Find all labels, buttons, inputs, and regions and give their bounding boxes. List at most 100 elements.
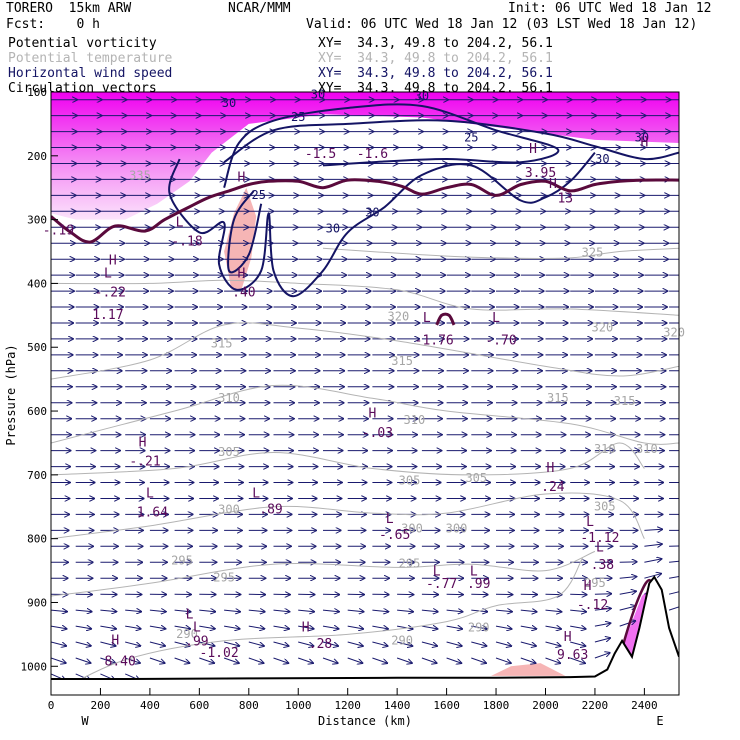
- x-tick-label: 800: [239, 699, 259, 712]
- theta-label: 320: [388, 310, 410, 324]
- wind-vector: [223, 641, 239, 646]
- wind-speed-contour-30: [223, 119, 679, 164]
- extremum-value: .89: [259, 503, 282, 518]
- wind-vector: [174, 641, 190, 646]
- extremum-value: -1.12: [580, 531, 619, 546]
- high-marker: H: [529, 142, 537, 157]
- wind-vector: [298, 626, 314, 629]
- low-marker: L: [252, 487, 260, 502]
- y-tick-label: 800: [27, 533, 47, 546]
- contour-labels: 335 325 320 320 320 315 315 315 315 310 310 310 310 3…: [43, 88, 685, 670]
- extremum-value: 13: [557, 192, 573, 207]
- wind-vector: [495, 657, 511, 663]
- theta-contour-315: [51, 322, 679, 380]
- wind-vector: [347, 610, 364, 612]
- theta-label: 305: [399, 474, 421, 488]
- wind-vector: [644, 529, 662, 530]
- wind-vector: [199, 610, 215, 612]
- extremum-value: 8.40: [105, 654, 136, 669]
- extremum-value: -.77: [426, 577, 457, 592]
- low-marker: L: [596, 541, 604, 556]
- x-tick-label: 1400: [384, 699, 411, 712]
- wind-vector: [51, 626, 67, 629]
- circulation-vectors: [51, 100, 679, 681]
- wind-vector: [322, 610, 339, 612]
- theta-contour-305: [51, 442, 645, 476]
- extremum-value: 1.64: [137, 506, 168, 521]
- wind-vector: [149, 641, 165, 646]
- theta-label: 295: [171, 554, 193, 568]
- wind-vector: [545, 657, 561, 663]
- wind-vector: [668, 591, 679, 595]
- wind-vector: [100, 610, 116, 612]
- theta-label: 310: [594, 442, 616, 456]
- theta-label: 320: [592, 321, 614, 335]
- forecast-hour: Fcst: 0 h: [6, 17, 100, 32]
- x-tick-label: 2200: [582, 699, 609, 712]
- extremum-value: -.19: [43, 224, 74, 239]
- wind-vector: [594, 653, 610, 659]
- low-marker: L: [104, 266, 112, 281]
- wind-vector: [421, 641, 437, 646]
- low-marker: L: [423, 311, 431, 326]
- x-tick-label: 200: [91, 699, 111, 712]
- high-marker: H: [640, 136, 648, 151]
- wind-vector: [619, 562, 637, 563]
- extremum-value: -.12: [577, 598, 608, 613]
- extremum-value: 1.17: [92, 308, 123, 323]
- pv-shade-area: [51, 92, 679, 220]
- wind-vector: [396, 641, 412, 646]
- center-title: NCAR/MMM: [228, 1, 291, 16]
- extremum-value: -.70: [485, 333, 516, 348]
- wind-vector: [224, 610, 240, 612]
- x-tick-label: 1600: [433, 699, 460, 712]
- high-marker: H: [237, 266, 245, 281]
- axes: 0 200 400 600 800 1000 1200 1400 1600 1800 2000 220…: [21, 86, 658, 712]
- wind-vector: [248, 610, 265, 612]
- theta-label: 305: [594, 499, 616, 513]
- field-xy-wind-speed: XY= 34.3, 49.8 to 204.2, 56.1: [318, 66, 553, 81]
- theta-label: 315: [614, 394, 636, 408]
- y-tick-label: 400: [27, 277, 47, 290]
- wind-vector: [397, 610, 413, 612]
- wind-vector: [669, 560, 679, 563]
- wind-speed-label: 30: [415, 89, 429, 103]
- wind-vector: [669, 545, 679, 547]
- low-marker: L: [193, 621, 201, 636]
- theta-label: 305: [218, 445, 240, 459]
- wind-vector: [51, 641, 66, 646]
- x-tick-label: 2000: [532, 699, 559, 712]
- low-marker: L: [586, 515, 594, 530]
- x-tick-label: 1800: [483, 699, 510, 712]
- wind-speed-label: 30: [326, 222, 340, 236]
- y-tick-label: 900: [27, 596, 47, 609]
- wind-vector: [149, 626, 166, 629]
- wind-speed-contour-25: [227, 190, 263, 274]
- x-axis-title: Distance (km): [318, 714, 412, 728]
- extremum-value: -1.5: [305, 147, 336, 162]
- wind-vector: [248, 657, 264, 663]
- wind-vector: [100, 641, 115, 646]
- wind-vector: [75, 610, 92, 612]
- extremum-value: 9.63: [557, 648, 588, 663]
- wind-vector: [594, 623, 611, 626]
- theta-label: 295: [213, 571, 235, 585]
- theta-label: 310: [636, 442, 658, 456]
- theta-label: 310: [218, 391, 240, 405]
- wind-speed-label: 30: [595, 152, 609, 166]
- wind-speed-label: 30: [635, 130, 649, 144]
- extremum-value: .38: [591, 558, 614, 573]
- field-xy-pv: XY= 34.3, 49.8 to 204.2, 56.1: [318, 36, 553, 51]
- east-end-label: E: [656, 714, 663, 728]
- pv-contour-small: [435, 312, 456, 326]
- theta-label: 290: [391, 633, 413, 647]
- wind-speed-contour-25: [223, 103, 560, 189]
- theta-label: 335: [129, 169, 151, 183]
- wind-vector: [347, 626, 364, 629]
- wind-vector: [199, 657, 214, 663]
- theta-contour-300: [51, 492, 645, 540]
- field-name-wind-speed: Horizontal wind speed: [8, 66, 173, 81]
- wind-vector: [174, 657, 190, 663]
- theta-contours: [51, 247, 679, 695]
- high-marker: H: [564, 630, 572, 645]
